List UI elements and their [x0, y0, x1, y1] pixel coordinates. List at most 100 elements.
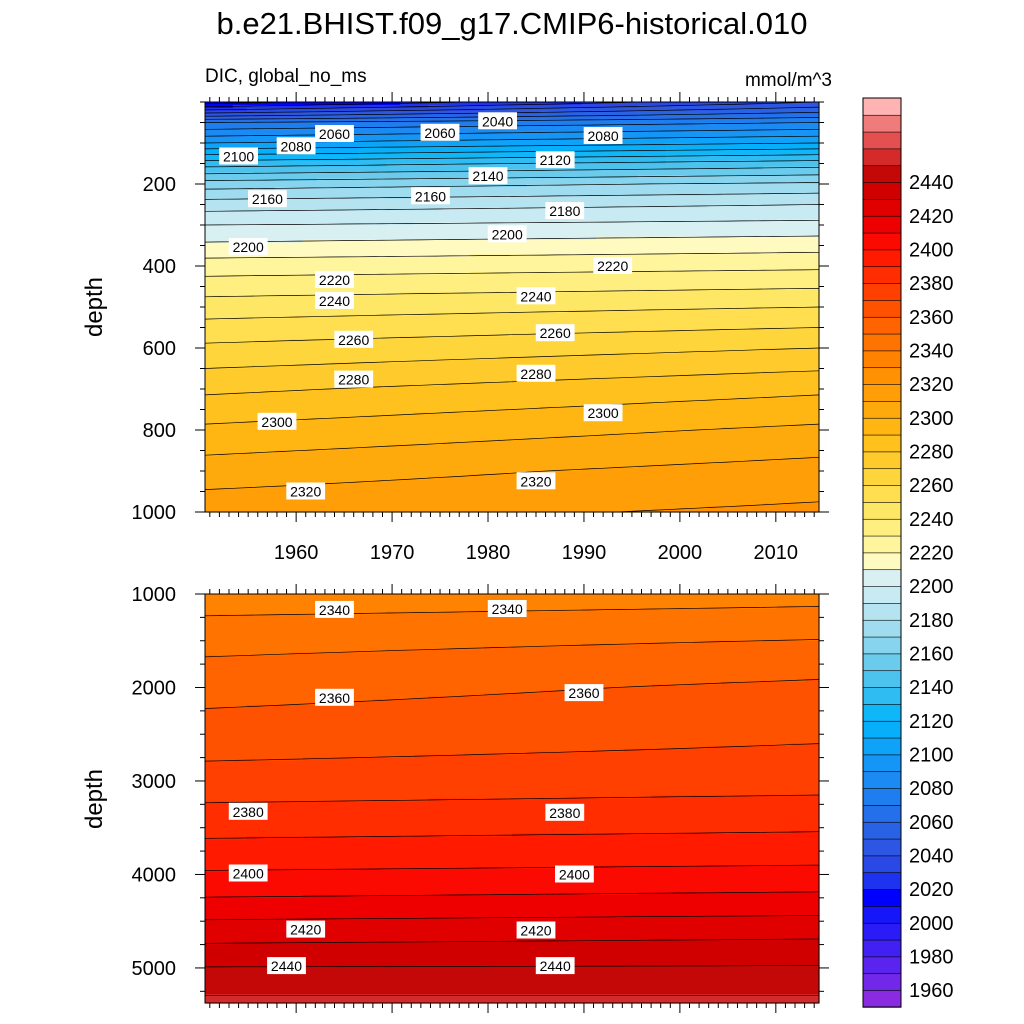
contour-fill-cell: [721, 154, 736, 162]
contour-fill-cell: [484, 646, 499, 694]
contour-fill-cell: [400, 444, 415, 481]
colorbar-box: [862, 535, 902, 554]
contour-fill-cell: [707, 608, 722, 642]
contour-fill-cell: [679, 915, 694, 940]
contour-fill-cell: [791, 184, 806, 194]
contour-fill-cell: [414, 965, 429, 995]
contour-fill-cell: [344, 225, 360, 241]
contour-fill-cell: [330, 160, 346, 168]
contour-fill-cell: [609, 309, 625, 334]
contour-fill-cell: [679, 154, 694, 162]
variable-label: DIC, global_no_ms: [205, 66, 367, 87]
contour-label: 2280: [334, 370, 374, 388]
contour-fill-cell: [400, 134, 415, 141]
contour-fill-cell: [749, 397, 764, 428]
contour-fill-cell: [679, 400, 694, 431]
contour-fill-cell: [456, 163, 471, 173]
contour-fill-cell: [721, 169, 736, 176]
contour-label: 2380: [545, 803, 585, 821]
contour-label: 2160: [248, 190, 287, 208]
contour-fill-cell: [693, 222, 708, 238]
contour-fill-cell: [386, 157, 401, 165]
contour-fill-cell: [330, 154, 346, 162]
contour-fill-cell: [637, 104, 653, 112]
contour-fill-cell: [456, 119, 471, 127]
colorbar-box: [862, 282, 902, 301]
contour-fill-cell: [358, 210, 374, 226]
contour-fill-cell: [470, 186, 485, 197]
contour-fill-cell: [386, 699, 401, 759]
colorbar-box: [862, 989, 902, 1008]
contour-fill-cell: [567, 107, 583, 112]
contour-fill-cell: [512, 894, 527, 919]
contour-fill-cell: [581, 239, 597, 255]
contour-fill-cell: [386, 145, 401, 153]
contour-fill-cell: [260, 365, 276, 393]
contour-fill-cell: [763, 204, 778, 223]
contour-fill-cell: [218, 394, 234, 425]
colorbar-box: [862, 350, 902, 369]
contour-fill-cell: [456, 145, 471, 153]
contour-fill-cell: [414, 210, 429, 223]
contour-fill-cell: [721, 640, 736, 683]
contour-fill-cell: [721, 374, 736, 399]
contour-fill-cell: [581, 333, 597, 355]
contour-fill-cell: [595, 468, 611, 513]
contour-fill-cell: [651, 994, 667, 1004]
contour-fill-cell: [749, 122, 764, 132]
contour-fill-cell: [470, 222, 485, 241]
contour-fill-cell: [288, 450, 304, 487]
contour-fill-cell: [344, 107, 360, 112]
contour-fill-cell: [777, 994, 792, 1004]
contour-fill-cell: [456, 383, 471, 414]
contour-fill-cell: [386, 122, 401, 129]
contour-fill-cell: [205, 394, 220, 425]
contour-fill-cell: [512, 994, 527, 1004]
contour-fill-cell: [777, 348, 792, 373]
contour-fill-cell: [805, 236, 820, 252]
contour-fill-cell: [330, 110, 346, 115]
contour-fill-cell: [498, 356, 513, 384]
contour-fill-cell: [679, 938, 694, 966]
contour-fill-cell: [442, 257, 457, 276]
contour-label-text: 2200: [492, 226, 523, 242]
contour-fill-cell: [484, 239, 499, 255]
contour-fill-cell: [246, 594, 262, 616]
contour-fill-cell: [707, 254, 722, 273]
contour-fill-cell: [414, 239, 429, 258]
contour-fill-cell: [470, 110, 485, 115]
contour-fill-cell: [428, 941, 443, 966]
contour-fill-cell: [498, 254, 513, 273]
contour-fill-cell: [805, 348, 820, 373]
contour-fill-cell: [595, 751, 611, 800]
contour-fill-cell: [567, 690, 583, 753]
contour-fill-cell: [205, 128, 220, 138]
contour-label-text: 2180: [549, 203, 580, 219]
contour-fill-cell: [777, 175, 792, 185]
contour-fill-cell: [763, 175, 778, 185]
contour-fill-cell: [623, 833, 639, 867]
contour-fill-cell: [260, 967, 276, 995]
contour-fill-cell: [693, 104, 708, 112]
contour-fill-cell: [386, 210, 401, 226]
contour-fill-cell: [484, 918, 499, 943]
contour-line: [204, 192, 820, 200]
contour-fill-cell: [218, 614, 234, 656]
contour-fill-cell: [205, 594, 220, 616]
contour-fill-cell: [707, 271, 722, 291]
contour-fill-cell: [525, 151, 541, 159]
contour-fill-cell: [260, 172, 276, 182]
contour-fill-cell: [721, 865, 736, 893]
contour-fill-cell: [386, 198, 401, 211]
contour-label-background: [228, 238, 268, 256]
contour-fill-cell: [218, 113, 234, 118]
contour-fill-cell: [316, 107, 332, 112]
contour-fill-cell: [679, 125, 694, 132]
contour-fill-cell: [330, 994, 346, 1004]
contour-fill-cell: [442, 359, 457, 384]
contour-fill-cell: [232, 994, 248, 1004]
contour-fill-cell: [274, 594, 290, 616]
contour-fill-cell: [525, 119, 541, 127]
contour-fill-cell: [442, 222, 457, 241]
contour-fill-cell: [595, 643, 611, 689]
